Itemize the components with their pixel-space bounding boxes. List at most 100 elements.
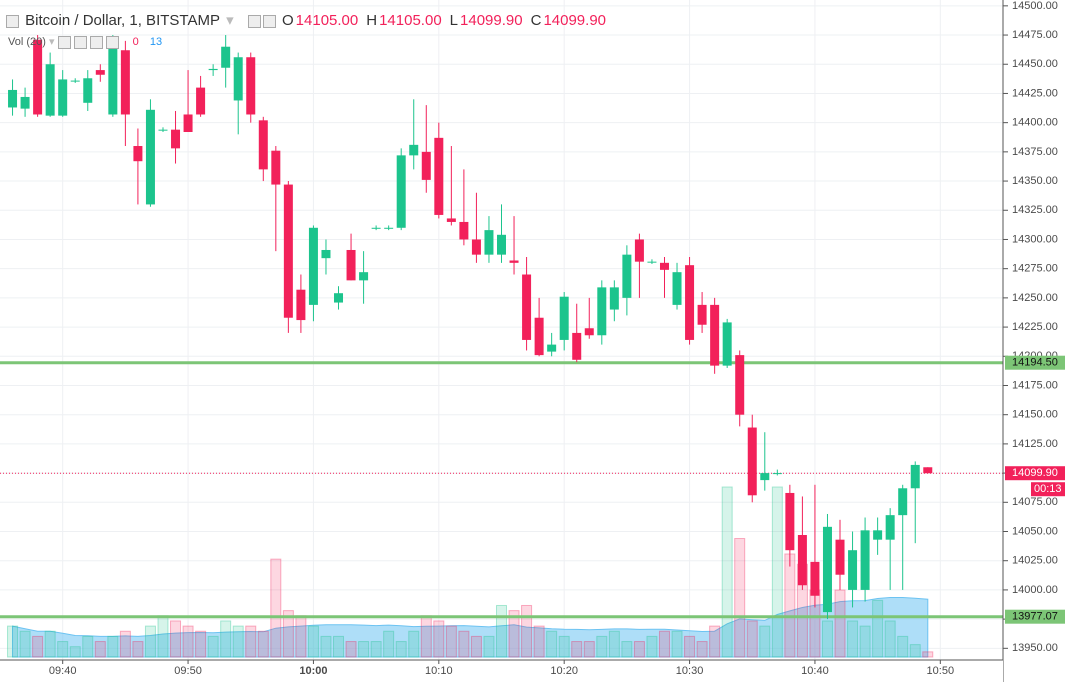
candle-body [83, 78, 93, 103]
candle-body [133, 146, 143, 162]
y-tick-label: 14225.00 [1012, 321, 1058, 333]
candle-body [484, 230, 494, 255]
candle-body [860, 530, 870, 590]
candle-body [685, 265, 695, 340]
volume-bar [282, 610, 294, 658]
candle-body [659, 262, 669, 270]
candle-body [910, 464, 920, 489]
volume-bar [94, 641, 106, 658]
volume-bar [684, 635, 696, 658]
candle-body [672, 272, 682, 305]
volume-bar [533, 625, 545, 658]
candle-body [459, 221, 469, 240]
volume-bar [433, 620, 445, 658]
candle-body [772, 473, 782, 475]
volume-bar [583, 641, 595, 658]
volume-bar [408, 630, 420, 658]
candle-body [923, 467, 933, 474]
icon[interactable] [89, 35, 103, 49]
candle-body [697, 304, 707, 325]
price-tag [1005, 609, 1065, 624]
candle-body [396, 155, 406, 228]
volume-bar [571, 641, 583, 658]
price-tag-label: 13977.07 [1012, 611, 1058, 623]
volume-bar [658, 630, 670, 658]
price-axis [1003, 0, 1067, 682]
candle-body [434, 137, 444, 215]
dropdown[interactable]: ▾ [226, 12, 234, 29]
candle-body [446, 218, 456, 222]
candle-body [221, 46, 231, 68]
volume-bar [922, 651, 934, 658]
y-tick-label: 14150.00 [1012, 409, 1058, 421]
candle-body [609, 287, 619, 310]
candle-body [346, 249, 356, 281]
candle-body [20, 96, 30, 109]
x-tick-label: 10:10 [425, 665, 453, 677]
candle-body [334, 293, 344, 303]
candle-body [384, 227, 394, 229]
icon[interactable] [57, 35, 71, 49]
volume-bar [633, 641, 645, 658]
candle-body [33, 39, 43, 115]
candle-body [822, 526, 832, 613]
price-tag-label: 14194.50 [1012, 357, 1058, 369]
y-tick-label: 13950.00 [1012, 642, 1058, 654]
volume-bar [596, 635, 608, 658]
icon[interactable] [105, 35, 119, 49]
candle-body [710, 304, 720, 366]
y-tick-label: 14275.00 [1012, 263, 1058, 275]
x-tick-label: 10:50 [927, 665, 955, 677]
candle-body [722, 322, 732, 366]
volume-bar [333, 635, 345, 658]
volume-bar [307, 625, 319, 658]
dropdown[interactable]: ▾ [48, 36, 55, 48]
candle-body [760, 473, 770, 481]
y-tick-label: 14000.00 [1012, 584, 1058, 596]
candle-body [308, 227, 318, 305]
volume-bar [721, 486, 733, 658]
volume-bar [44, 630, 56, 658]
volume-bar [445, 625, 457, 658]
candle-body [296, 289, 306, 321]
hide-icon[interactable] [262, 14, 276, 28]
volume-bar [709, 625, 721, 658]
ohlc-value: 14099.90 [543, 12, 607, 29]
candle-body [359, 272, 369, 281]
volume-bar [320, 635, 332, 658]
volume-bar [132, 641, 144, 658]
volume-bar [558, 635, 570, 658]
candle-body [271, 150, 281, 185]
y-tick-label: 14425.00 [1012, 87, 1058, 99]
candle-body [873, 530, 883, 540]
y-tick-label: 14350.00 [1012, 175, 1058, 187]
x-tick-label: 10:20 [550, 665, 578, 677]
y-tick-label: 14375.00 [1012, 146, 1058, 158]
volume-bar [107, 635, 119, 658]
volume-bar [19, 630, 31, 658]
price-tag [1005, 355, 1065, 370]
volume-bar [420, 615, 432, 658]
x-tick-label: 09:50 [174, 665, 202, 677]
x-tick-label: 10:00 [299, 665, 327, 677]
candle-body [522, 274, 532, 340]
ohlc-key: H [366, 12, 378, 29]
y-tick-label: 14500.00 [1012, 0, 1058, 12]
candle-body [509, 260, 519, 263]
ohlc-key: O [282, 12, 294, 29]
countdown-tag [1031, 482, 1065, 497]
settings-icon[interactable] [247, 14, 261, 28]
volume-bar [82, 635, 94, 658]
ohlc-key: C [530, 12, 542, 29]
collapse-icon[interactable] [6, 14, 19, 28]
candle-body [246, 57, 256, 115]
y-tick-label: 14325.00 [1012, 204, 1058, 216]
icon[interactable] [73, 35, 87, 49]
candle-body [471, 239, 481, 255]
volume-bar [157, 615, 169, 658]
volume-bar [784, 553, 796, 658]
candle-body [785, 492, 795, 551]
volume-bar [746, 620, 758, 658]
y-tick-label: 14125.00 [1012, 438, 1058, 450]
